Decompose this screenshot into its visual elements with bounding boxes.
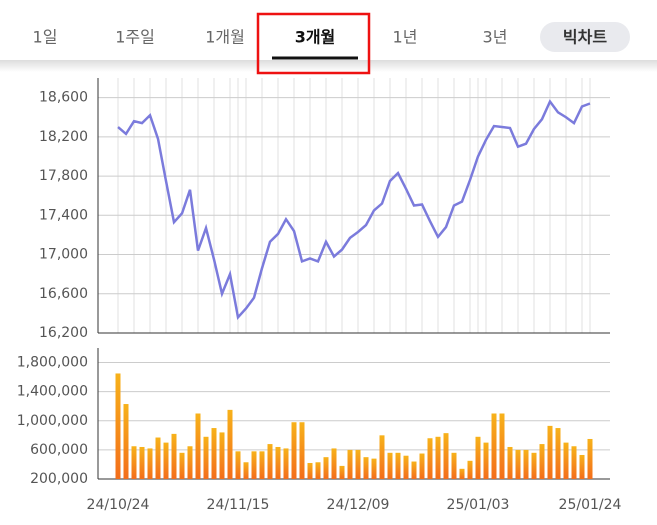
y-tick-label: 17,400 — [39, 207, 88, 223]
volume-bar — [115, 373, 121, 479]
volume-bar — [235, 451, 241, 479]
y-tick-label: 18,600 — [39, 90, 88, 106]
y-tick-label: 1,000,000 — [17, 413, 88, 429]
volume-bar — [331, 448, 337, 479]
volume-bar — [283, 448, 289, 479]
y-tick-label: 1,800,000 — [17, 355, 88, 371]
volume-bar — [259, 451, 265, 479]
volume-bar — [587, 438, 593, 479]
chart: 16,200 16,600 17,000 17,400 17,800 18,200 18,6… — [17, 78, 622, 513]
y-tick-label: 18,200 — [39, 129, 88, 145]
volume-bar — [491, 413, 497, 479]
volume-bar — [523, 449, 529, 479]
volume-bar — [419, 453, 425, 479]
volume-bar — [323, 457, 329, 479]
volume-bar — [379, 435, 385, 479]
volume-bar — [195, 413, 201, 479]
tab[interactable]: 1일 — [33, 28, 58, 47]
y-tick-label: 200,000 — [30, 471, 88, 487]
volume-bar — [155, 437, 161, 479]
volume-bar — [227, 409, 233, 479]
y-tick-label: 16,600 — [39, 286, 88, 302]
volume-bar — [435, 436, 441, 479]
volume-bar — [411, 461, 417, 479]
volume-bar — [299, 422, 305, 479]
volume-bar — [251, 451, 257, 479]
volume-bar — [483, 442, 489, 479]
volume-bar — [531, 452, 537, 479]
tab[interactable]: 3년 — [483, 28, 508, 47]
volume-bar — [147, 448, 153, 479]
volume-bar — [395, 452, 401, 479]
volume-bar — [187, 446, 193, 479]
volume-bar — [371, 458, 377, 479]
volume-bar — [267, 444, 273, 479]
volume-bar — [307, 462, 313, 479]
volume-bar — [499, 413, 505, 479]
x-tick-label: 25/01/24 — [559, 497, 622, 513]
volume-bar — [467, 460, 473, 479]
volume-bar — [275, 446, 281, 479]
tab[interactable]: 빅차트 — [563, 28, 607, 47]
price-line — [117, 99, 591, 321]
volume-bar — [291, 422, 297, 479]
volume-bar — [315, 462, 321, 479]
volume-bar — [547, 425, 553, 479]
volume-bar — [475, 436, 481, 479]
volume-bar — [507, 446, 513, 479]
volume-bar — [163, 442, 169, 479]
volume-bar — [355, 449, 361, 479]
tab[interactable]: 1개월 — [205, 28, 245, 47]
volume-bar — [459, 468, 465, 479]
volume-bar — [347, 449, 353, 479]
volume-bar — [363, 457, 369, 479]
volume-bar — [515, 449, 521, 479]
volume-bar — [579, 454, 585, 479]
tab-pill[interactable] — [540, 22, 630, 52]
volume-bar — [571, 446, 577, 479]
x-tick-label: 25/01/03 — [447, 497, 510, 513]
highlight-box — [256, 12, 371, 75]
volume-bar — [123, 404, 129, 479]
volume-bar — [179, 452, 185, 479]
y-tick-label: 17,800 — [39, 168, 88, 184]
volume-bar — [427, 438, 433, 479]
volume-bar — [403, 455, 409, 479]
y-tick-label: 17,000 — [39, 247, 88, 263]
tab[interactable]: 1주일 — [115, 28, 155, 47]
tab-shadow — [0, 60, 657, 72]
volume-bar — [131, 446, 137, 479]
volume-bar — [563, 442, 569, 479]
volume-bar — [451, 452, 457, 479]
tab-bar: 1일 1주일 1개월 3개월 1년 3년 빅차트 — [33, 12, 630, 75]
volume-bar — [219, 432, 225, 479]
volume-bar — [171, 433, 177, 479]
x-tick-label: 24/11/15 — [207, 497, 270, 513]
volume-bar — [211, 428, 217, 479]
tab[interactable]: 3개월 — [295, 28, 336, 47]
volume-bar — [539, 444, 545, 479]
y-tick-label: 16,200 — [39, 325, 88, 341]
volume-bar — [243, 462, 249, 479]
y-tick-label: 600,000 — [30, 442, 88, 458]
volume-bar — [555, 428, 561, 479]
volume-bar — [387, 452, 393, 479]
volume-bar — [443, 433, 449, 479]
y-tick-label: 1,400,000 — [17, 384, 88, 400]
volume-bar — [203, 436, 209, 479]
volume-bar — [339, 465, 345, 479]
volume-bar — [139, 446, 145, 479]
x-tick-label: 24/10/24 — [87, 497, 150, 513]
x-tick-label: 24/12/09 — [327, 497, 390, 513]
tab[interactable]: 1년 — [393, 28, 418, 47]
